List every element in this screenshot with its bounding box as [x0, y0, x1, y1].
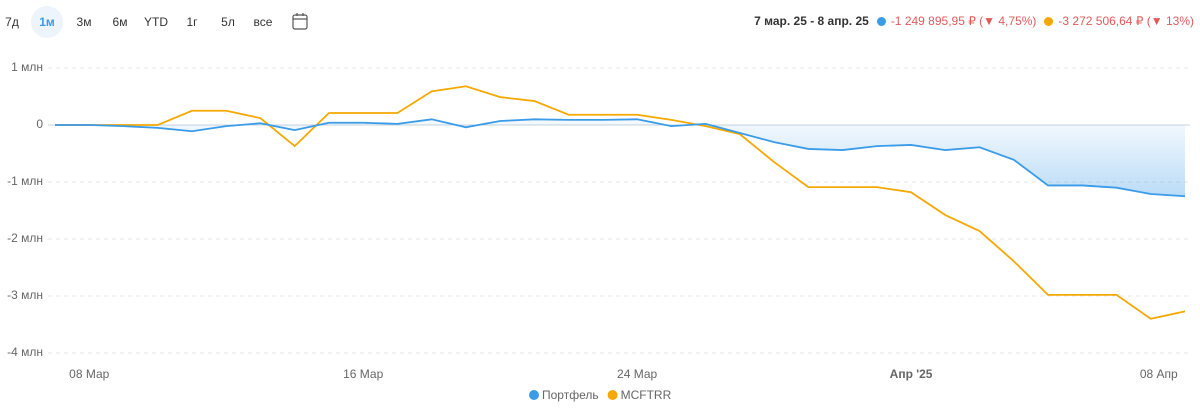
period-button[interactable]: 1г [186, 15, 198, 29]
y-tick-label: -3 млн [7, 288, 43, 302]
x-tick-label: 24 Мар [617, 367, 657, 381]
legend-dot [607, 390, 618, 400]
period-button[interactable]: 3м [77, 15, 92, 29]
period-button[interactable]: все [254, 15, 273, 29]
x-tick-label: 08 Апр [1140, 367, 1178, 381]
period-button[interactable]: 6м [113, 15, 128, 29]
calendar-icon[interactable] [292, 13, 308, 30]
series-line [55, 118, 1186, 198]
x-tick-label: Апр '25 [890, 367, 933, 381]
summary-value: -3 272 506,64 ₽ (▼ 13%) [1058, 14, 1194, 28]
y-tick-label: -4 млн [7, 345, 43, 359]
summary-item: -3 272 506,64 ₽ (▼ 13%) [1044, 14, 1194, 28]
y-tick-label: 1 млн [11, 60, 43, 74]
summary-item: -1 249 895,95 ₽ (▼ 4,75%) [876, 14, 1037, 28]
summary: 7 мар. 25 - 8 апр. 25 -1 249 895,95 ₽ (▼ … [754, 14, 1194, 28]
summary-value: -1 249 895,95 ₽ (▼ 4,75%) [890, 14, 1037, 28]
period-button[interactable]: 5л [221, 15, 235, 29]
legend-dot [529, 390, 539, 400]
y-tick-label: -2 млн [7, 231, 43, 245]
date-range: 7 мар. 25 - 8 апр. 25 [754, 14, 869, 28]
x-tick-label: 16 Мар [343, 367, 383, 381]
y-tick-label: 0 [36, 117, 43, 131]
legend-label[interactable]: MCFTRR [621, 388, 672, 402]
area [55, 119, 1185, 197]
summary-dot [876, 16, 886, 26]
summary-dot [1044, 16, 1054, 26]
series-line [55, 85, 1186, 320]
period-button[interactable]: 7д [5, 15, 19, 29]
legend-label[interactable]: Портфель [542, 388, 599, 402]
period-button[interactable]: YTD [144, 15, 168, 29]
period-button[interactable]: 1м [39, 15, 55, 29]
x-tick-label: 08 Мар [69, 367, 109, 381]
active-period-bg [31, 6, 63, 38]
y-tick-label: -1 млн [7, 174, 43, 188]
